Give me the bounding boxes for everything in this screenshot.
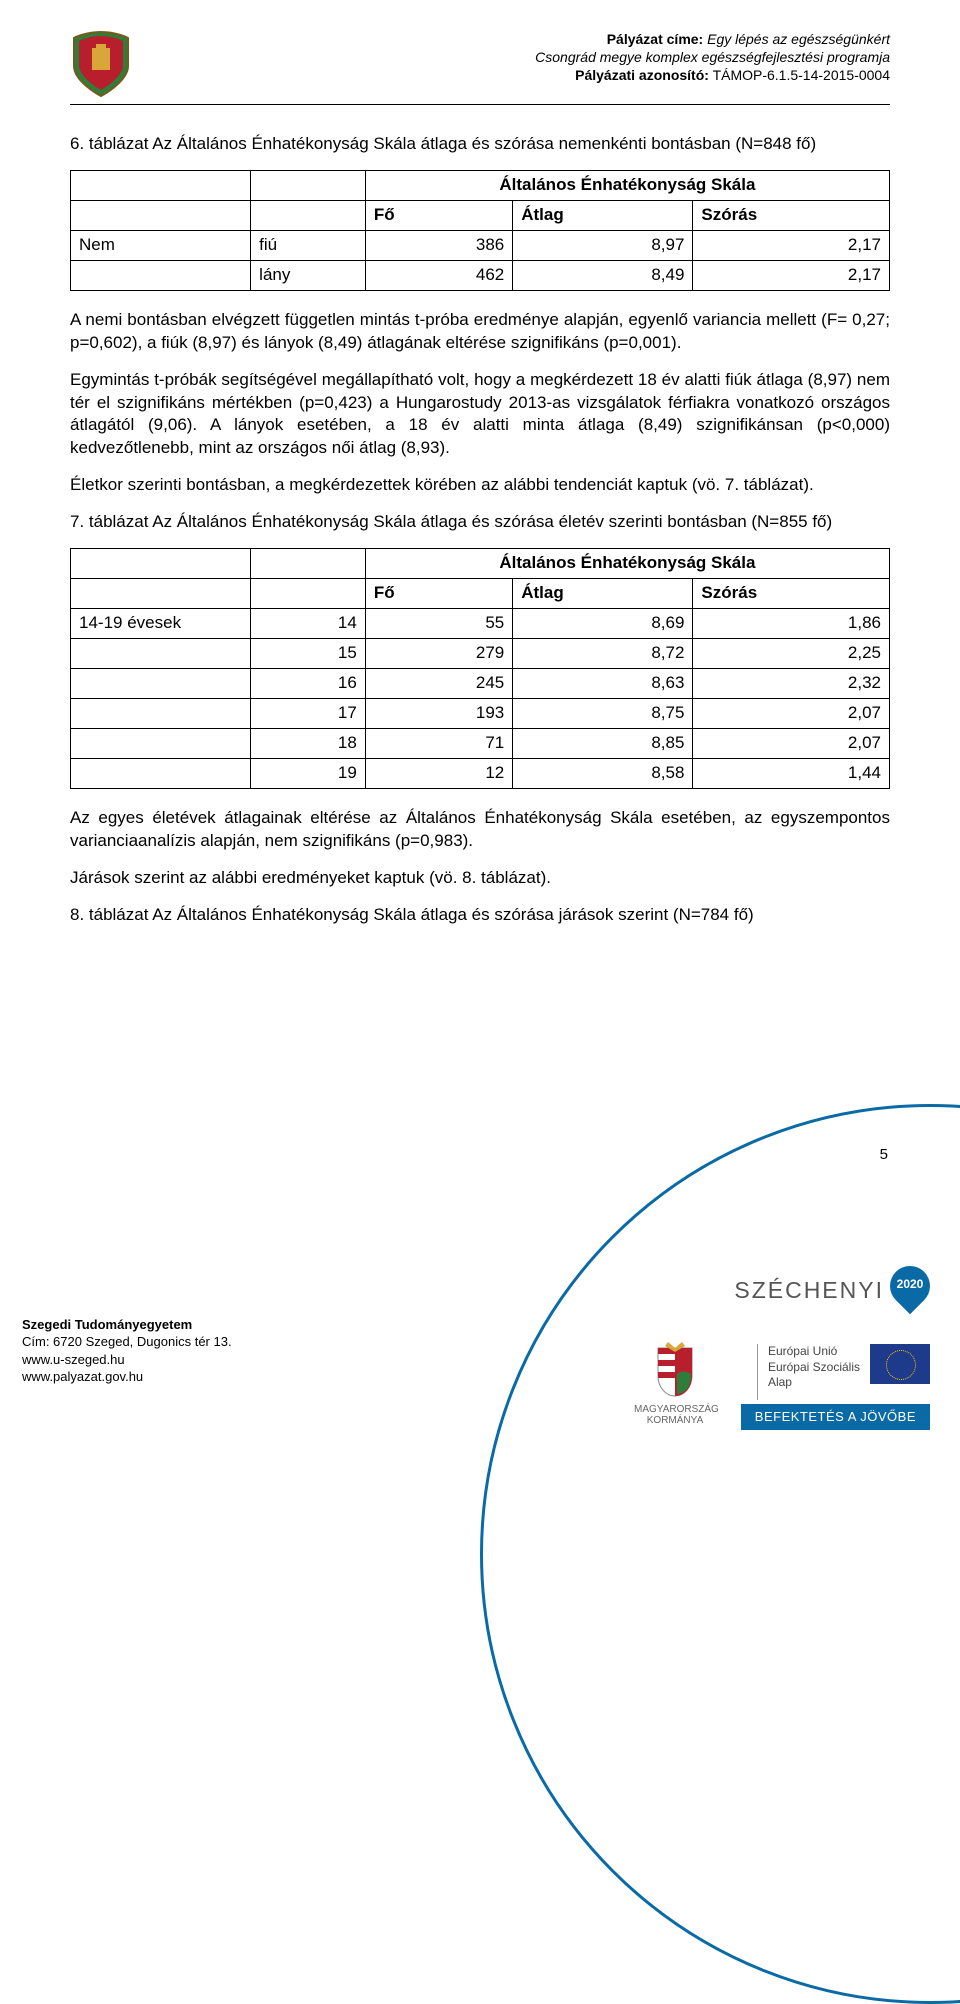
header-divider <box>70 104 890 105</box>
page-header: Pályázat címe: Egy lépés az egészségünké… <box>70 30 890 98</box>
header-title-value: Egy lépés az egészségünkért <box>707 31 890 47</box>
eu-separator <box>757 1344 758 1400</box>
table-row: 18 71 8,85 2,07 <box>71 728 890 758</box>
table-row: 17 193 8,75 2,07 <box>71 698 890 728</box>
table-row: Fő Átlag Szórás <box>71 579 890 609</box>
hungary-crest-label: MAGYARORSZÁG KORMÁNYA <box>634 1404 716 1426</box>
table6-caption: 6. táblázat Az Általános Énhatékonyság S… <box>70 133 890 156</box>
eu-line1: Európai Unió <box>768 1344 860 1360</box>
eu-line2: Európai Szociális <box>768 1360 860 1376</box>
table7-caption: 7. táblázat Az Általános Énhatékonyság S… <box>70 511 890 534</box>
footer-addr: Cím: 6720 Szeged, Dugonics tér 13. <box>22 1333 232 1351</box>
table8-caption: 8. táblázat Az Általános Énhatékonyság S… <box>70 904 890 927</box>
table-row: 19 12 8,58 1,44 <box>71 758 890 788</box>
szechenyi-text: SZÉCHENYI <box>734 1275 884 1306</box>
table-row: Általános Énhatékonyság Skála <box>71 549 890 579</box>
table-row: 15 279 8,72 2,25 <box>71 639 890 669</box>
header-id-value: TÁMOP-6.1.5-14-2015-0004 <box>713 67 890 83</box>
hungary-crest-icon <box>652 1342 698 1400</box>
table-row: 16 245 8,63 2,32 <box>71 668 890 698</box>
header-subtitle: Csongrád megye komplex egészségfejleszté… <box>140 48 890 66</box>
footer-address-block: Szegedi Tudományegyetem Cím: 6720 Szeged… <box>22 1316 232 1386</box>
table-7: Általános Énhatékonyság Skála Fő Átlag S… <box>70 548 890 789</box>
table-6: Általános Énhatékonyság Skála Fő Átlag S… <box>70 170 890 291</box>
header-title-label: Pályázat címe: <box>607 31 704 47</box>
paragraph-5: Járások szerint az alábbi eredményeket k… <box>70 867 890 890</box>
footer-slogan: BEFEKTETÉS A JÖVŐBE <box>741 1404 930 1430</box>
paragraph-3: Életkor szerinti bontásban, a megkérdeze… <box>70 474 890 497</box>
table7-span-header: Általános Énhatékonyság Skála <box>365 549 889 579</box>
footer-url2: www.palyazat.gov.hu <box>22 1368 232 1386</box>
paragraph-1: A nemi bontásban elvégzett független min… <box>70 309 890 355</box>
table-row: Általános Énhatékonyság Skála <box>71 170 890 200</box>
table-row: lány 462 8,49 2,17 <box>71 260 890 290</box>
table-row: Fő Átlag Szórás <box>71 200 890 230</box>
eu-block: Európai Unió Európai Szociális Alap <box>757 1344 930 1400</box>
footer-org: Szegedi Tudományegyetem <box>22 1316 232 1334</box>
szechenyi-logo: SZÉCHENYI 2020 <box>734 1266 930 1316</box>
szechenyi-pin-icon: 2020 <box>890 1266 930 1316</box>
table6-span-header: Általános Énhatékonyság Skála <box>365 170 889 200</box>
footer-url1: www.u-szeged.hu <box>22 1351 232 1369</box>
eu-flag-icon <box>870 1344 930 1384</box>
table-row: Nem fiú 386 8,97 2,17 <box>71 230 890 260</box>
university-crest-icon <box>70 30 132 98</box>
table-row: 14-19 évesek 14 55 8,69 1,86 <box>71 609 890 639</box>
paragraph-4: Az egyes életévek átlagainak eltérése az… <box>70 807 890 853</box>
footer-arc-decoration <box>480 1104 960 2004</box>
page-footer: Szegedi Tudományegyetem Cím: 6720 Szeged… <box>0 1244 960 1444</box>
header-id-label: Pályázati azonosító: <box>575 67 709 83</box>
paragraph-2: Egymintás t-próbák segítségével megállap… <box>70 369 890 461</box>
eu-line3: Alap <box>768 1375 860 1391</box>
